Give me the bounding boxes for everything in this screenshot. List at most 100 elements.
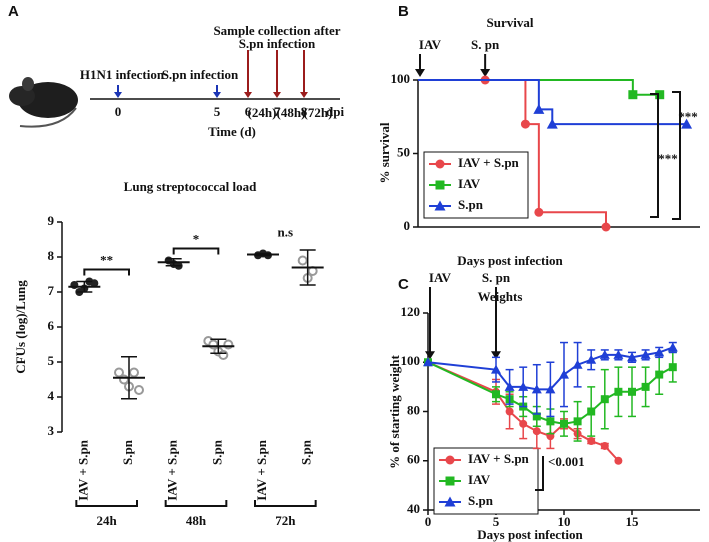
- marker: [423, 357, 433, 367]
- category-label: S.pn: [120, 439, 135, 465]
- chart-title: Weights: [478, 289, 523, 304]
- significance-label: <0.001: [548, 454, 585, 469]
- marker: [667, 342, 678, 352]
- timeline-day: 6: [245, 104, 252, 119]
- event-arrowhead: [415, 69, 425, 77]
- marker: [491, 364, 501, 374]
- timeline-axis-label: Time (d): [208, 124, 256, 139]
- data-point: [223, 339, 234, 350]
- significance-label: **: [100, 252, 113, 267]
- timeline-day: 5: [214, 104, 221, 119]
- timeline-day: 7: [274, 104, 281, 119]
- event-arrowhead: [480, 69, 491, 77]
- marker: [520, 119, 530, 129]
- legend-marker: [445, 476, 455, 486]
- marker: [599, 349, 610, 359]
- significance-bracket: [650, 93, 659, 218]
- significance-label: *: [193, 231, 200, 246]
- marker: [587, 407, 596, 416]
- marker: [601, 222, 611, 232]
- x-tick-label: 15: [626, 514, 640, 529]
- significance-label: ***: [678, 109, 698, 124]
- mouse-tail: [19, 107, 77, 128]
- marker: [655, 90, 665, 100]
- significance-bracket: [535, 456, 544, 491]
- marker: [559, 369, 569, 379]
- significance-bracket: [83, 268, 130, 276]
- panel-label: B: [398, 3, 409, 20]
- marker: [532, 427, 541, 436]
- y-axis-label: % survival: [377, 122, 392, 183]
- legend-label: S.pn: [468, 493, 494, 508]
- legend-label: IAV + S.pn: [468, 451, 530, 466]
- marker: [654, 347, 665, 357]
- y-tick-label: 50: [397, 144, 410, 159]
- y-tick-label: 3: [48, 423, 55, 438]
- marker: [668, 363, 677, 372]
- y-tick-label: 0: [404, 218, 411, 233]
- mouse-ear: [22, 77, 34, 91]
- timeline-arrowhead: [273, 92, 281, 98]
- data-point: [218, 350, 229, 360]
- timeline-event-label: S.pn infection: [162, 67, 239, 82]
- category-label: IAV + S.pn: [75, 439, 90, 501]
- marker: [533, 103, 545, 114]
- marker: [628, 90, 638, 100]
- marker: [600, 395, 609, 404]
- chart-title: Survival: [487, 15, 534, 30]
- y-tick-label: 40: [407, 501, 420, 516]
- legend-label: IAV + S.pn: [458, 155, 520, 170]
- timeline-hours: (72h): [304, 105, 333, 120]
- legend-marker: [435, 159, 445, 169]
- y-tick-label: 60: [407, 452, 420, 467]
- timeline-arrowhead: [114, 92, 122, 98]
- group-label: 48h: [186, 513, 207, 528]
- y-tick-label: 100: [391, 71, 411, 86]
- event-label: IAV: [429, 270, 452, 285]
- y-tick-label: 4: [48, 388, 55, 403]
- legend-marker: [444, 496, 456, 507]
- y-axis-label: CFUs (log)/Lung: [13, 280, 28, 374]
- marker: [628, 387, 636, 396]
- timeline-event-label: S.pn infection: [239, 36, 316, 51]
- marker: [546, 118, 558, 129]
- x-axis-label: Days post infection: [477, 527, 583, 542]
- marker: [655, 370, 664, 379]
- marker: [614, 387, 623, 396]
- marker: [614, 456, 623, 465]
- group-bracket: [254, 500, 317, 507]
- event-label: S. pn: [482, 270, 511, 285]
- legend-marker: [434, 200, 446, 211]
- marker: [532, 412, 541, 421]
- marker: [573, 417, 582, 426]
- timeline-arrowhead: [300, 92, 308, 98]
- data-point: [297, 255, 308, 266]
- data-point: [129, 367, 139, 378]
- marker: [681, 118, 693, 129]
- category-label: S.pn: [209, 439, 224, 465]
- legend-label: S.pn: [458, 197, 484, 212]
- y-tick-label: 80: [407, 402, 420, 417]
- y-tick-label: 100: [401, 353, 421, 368]
- event-arrowhead: [425, 351, 435, 360]
- y-tick-label: 5: [48, 353, 55, 368]
- marker: [492, 390, 500, 399]
- category-label: IAV + S.pn: [254, 439, 269, 501]
- marker: [546, 417, 555, 426]
- group-bracket: [164, 500, 228, 507]
- panel-label: C: [398, 276, 409, 293]
- marker: [519, 419, 528, 428]
- legend-label: IAV: [468, 472, 491, 487]
- timeline-day: 8: [301, 104, 308, 119]
- mouse-head: [9, 86, 35, 106]
- timeline-event-label: Sample collection after: [213, 23, 340, 38]
- event-label: IAV: [419, 37, 442, 52]
- timeline-event-label: H1N1 infection: [80, 67, 165, 82]
- marker: [518, 381, 529, 391]
- significance-bracket: [172, 247, 220, 255]
- significance-label: ***: [658, 151, 678, 166]
- panel-label: A: [8, 3, 19, 20]
- x-tick-label: 10: [558, 514, 571, 529]
- event-arrowhead: [491, 351, 501, 360]
